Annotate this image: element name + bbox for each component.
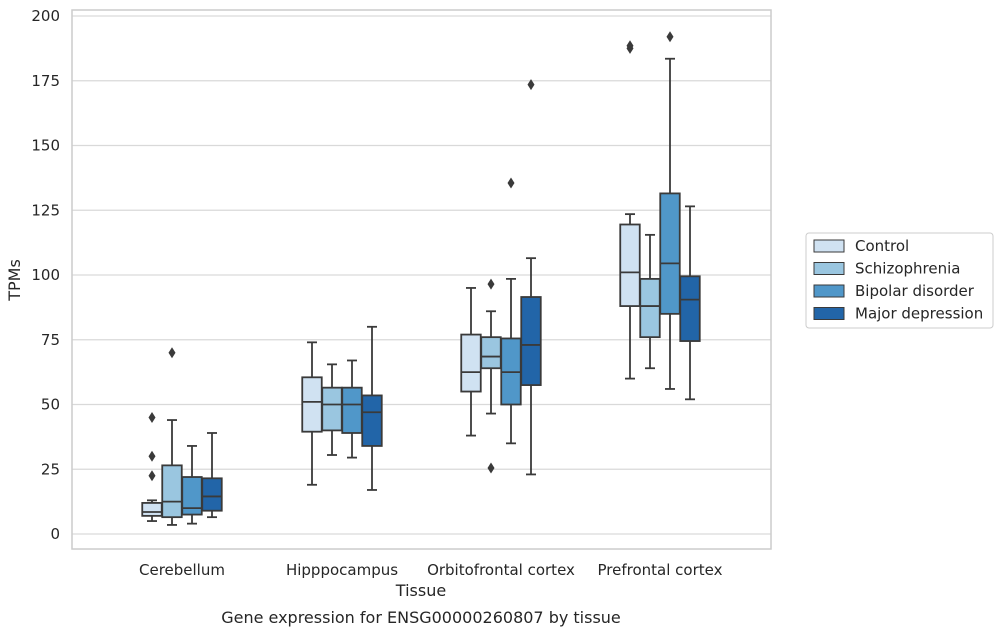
x-tick-label: Orbitofrontal cortex xyxy=(427,561,575,579)
box xyxy=(141,502,163,517)
outlier-point xyxy=(168,347,176,359)
x-axis-title: Tissue xyxy=(395,581,446,600)
outlier-point xyxy=(666,31,674,43)
y-tick-label: 150 xyxy=(31,137,60,155)
legend-label: Schizophrenia xyxy=(855,260,960,278)
plot-frame xyxy=(71,9,772,550)
box xyxy=(619,223,641,307)
legend-swatch xyxy=(813,239,845,253)
box xyxy=(361,394,383,447)
box xyxy=(520,296,542,386)
box xyxy=(679,275,701,342)
box xyxy=(341,386,363,434)
boxes xyxy=(141,31,701,526)
x-tick-labels: Cerebellum Hipppocampus Orbitofrontal cort… xyxy=(139,561,723,579)
chart-title: Gene expression for ENSG00000260807 by t… xyxy=(221,608,621,627)
legend-label: Bipolar disorder xyxy=(855,282,975,300)
y-tick-label: 100 xyxy=(31,266,60,284)
grid-lines xyxy=(72,15,771,535)
y-tick-label: 125 xyxy=(31,201,60,219)
box xyxy=(321,386,343,432)
x-tick-label: Cerebellum xyxy=(139,561,225,579)
legend-swatch xyxy=(813,284,845,298)
y-tick-label: 200 xyxy=(31,7,60,25)
outlier-point xyxy=(148,450,156,462)
box xyxy=(161,464,183,519)
outlier-point xyxy=(626,40,634,52)
outlier-point xyxy=(148,411,156,423)
box xyxy=(639,277,661,339)
legend: Control Schizophrenia Bipolar disorder Majo… xyxy=(805,232,994,329)
box xyxy=(301,376,323,433)
y-tick-labels: 0 25 50 75 100 125 150 175 200 xyxy=(31,7,60,543)
outlier-point xyxy=(527,79,535,91)
box xyxy=(201,477,223,512)
box xyxy=(480,336,502,370)
legend-label: Major depression xyxy=(855,305,983,323)
legend-swatch xyxy=(813,307,845,320)
outlier-point xyxy=(507,177,515,189)
box xyxy=(659,192,681,315)
y-tick-label: 50 xyxy=(41,396,60,414)
y-tick-label: 0 xyxy=(50,525,60,543)
x-tick-label: Hipppocampus xyxy=(286,561,398,579)
legend-label: Control xyxy=(855,237,909,255)
y-tick-label: 75 xyxy=(41,331,60,349)
outlier-point xyxy=(148,470,156,482)
y-tick-label: 25 xyxy=(41,460,60,478)
x-tick-label: Prefrontal cortex xyxy=(598,561,723,579)
y-tick-label: 175 xyxy=(31,72,60,90)
outlier-point xyxy=(487,462,495,474)
y-axis-title: TPMs xyxy=(5,259,24,302)
outlier-point xyxy=(487,278,495,290)
box xyxy=(460,333,482,393)
legend-swatch xyxy=(813,262,845,275)
legend-frame xyxy=(805,232,994,329)
